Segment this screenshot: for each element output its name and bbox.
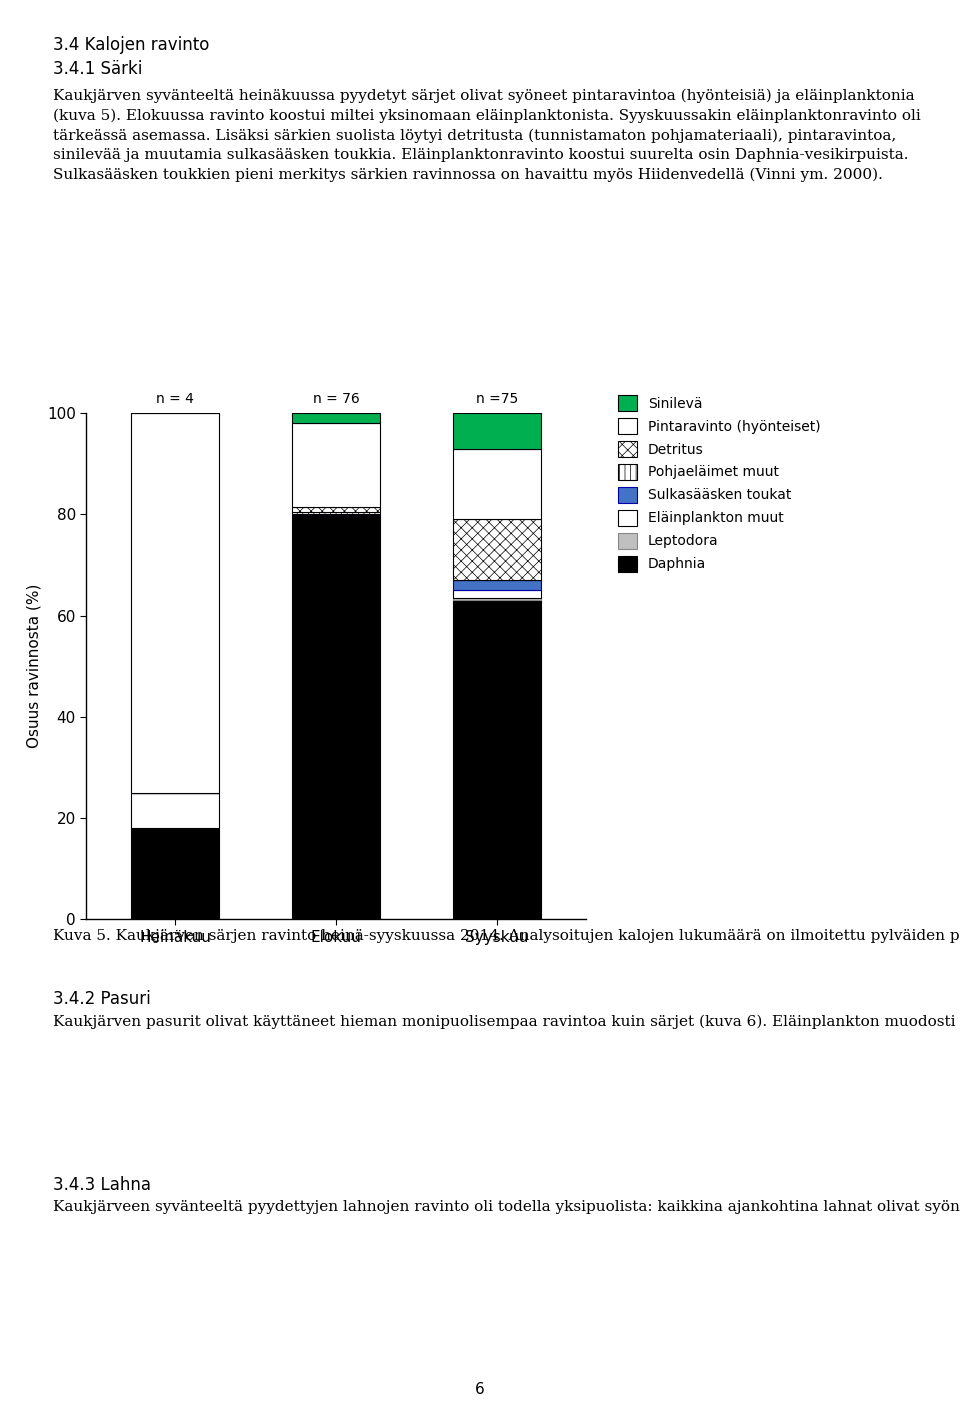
Y-axis label: Osuus ravinnosta (%): Osuus ravinnosta (%) xyxy=(27,584,41,748)
Text: Kuva 5. Kaukjärven särjen ravinto heinä-syyskuussa 2014. Analysoitujen kalojen l: Kuva 5. Kaukjärven särjen ravinto heinä-… xyxy=(53,929,960,943)
Text: n =75: n =75 xyxy=(476,392,518,406)
Text: 3.4.1 Särki: 3.4.1 Särki xyxy=(53,60,142,78)
Bar xyxy=(292,507,380,512)
Text: 6: 6 xyxy=(475,1381,485,1396)
Bar xyxy=(453,600,541,919)
Bar xyxy=(292,413,380,423)
Bar xyxy=(453,590,541,598)
Bar xyxy=(453,598,541,600)
Bar xyxy=(292,423,380,507)
Bar xyxy=(131,413,219,792)
Text: Kaukjärveen syvänteeltä pyydettyjen lahnojen ravinto oli todella yksipuolista: k: Kaukjärveen syvänteeltä pyydettyjen lahn… xyxy=(53,1200,960,1214)
Bar xyxy=(453,520,541,580)
Text: 3.4.2 Pasuri: 3.4.2 Pasuri xyxy=(53,990,151,1009)
Bar xyxy=(131,792,219,828)
Bar xyxy=(453,449,541,520)
Text: 3.4.3 Lahna: 3.4.3 Lahna xyxy=(53,1176,151,1194)
Legend: Sinilevä, Pintaravinto (hyönteiset), Detritus, Pohjaeläimet muut, Sulkasääsken t: Sinilevä, Pintaravinto (hyönteiset), Det… xyxy=(617,395,821,571)
Text: n = 4: n = 4 xyxy=(156,392,194,406)
Bar xyxy=(292,512,380,514)
Bar xyxy=(453,413,541,449)
Text: Kaukjärven pasurit olivat käyttäneet hieman monipuolisempaa ravintoa kuin särjet: Kaukjärven pasurit olivat käyttäneet hie… xyxy=(53,1015,960,1029)
Text: Kaukjärven syvänteeltä heinäkuussa pyydetyt särjet olivat syöneet pintaravintoa : Kaukjärven syvänteeltä heinäkuussa pyyde… xyxy=(53,88,921,182)
Bar xyxy=(292,514,380,919)
Text: 3.4 Kalojen ravinto: 3.4 Kalojen ravinto xyxy=(53,36,209,54)
Bar xyxy=(131,828,219,919)
Bar xyxy=(453,580,541,590)
Text: n = 76: n = 76 xyxy=(313,392,359,406)
